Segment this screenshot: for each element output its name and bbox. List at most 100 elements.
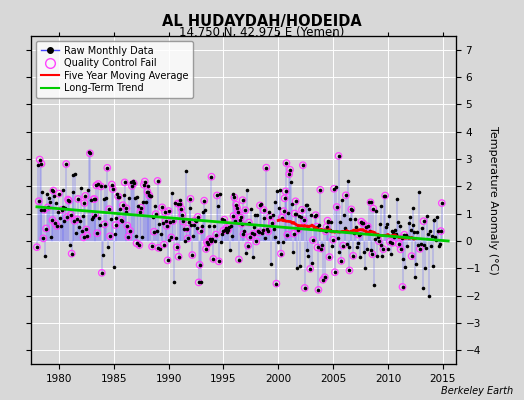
Point bbox=[412, 261, 420, 268]
Point bbox=[389, 229, 398, 236]
Point bbox=[377, 242, 386, 248]
Point bbox=[367, 247, 376, 253]
Point bbox=[328, 242, 336, 249]
Point bbox=[173, 200, 182, 207]
Point bbox=[194, 279, 203, 286]
Point bbox=[419, 218, 428, 224]
Point bbox=[212, 231, 220, 238]
Point bbox=[103, 165, 112, 171]
Point bbox=[280, 195, 289, 202]
Point bbox=[154, 178, 162, 184]
Point bbox=[285, 171, 293, 177]
Point bbox=[252, 238, 260, 245]
Point bbox=[72, 230, 80, 236]
Point bbox=[51, 220, 59, 226]
Point bbox=[257, 200, 265, 207]
Point bbox=[39, 235, 48, 242]
Point bbox=[371, 236, 379, 242]
Point bbox=[145, 192, 154, 199]
Point bbox=[169, 218, 177, 224]
Point bbox=[165, 237, 173, 243]
Point bbox=[123, 222, 132, 229]
Point bbox=[133, 194, 141, 200]
Point bbox=[320, 226, 328, 233]
Point bbox=[321, 274, 329, 280]
Point bbox=[45, 195, 53, 202]
Point bbox=[294, 227, 302, 233]
Point bbox=[173, 200, 182, 207]
Point bbox=[428, 232, 436, 239]
Point bbox=[296, 263, 304, 270]
Point bbox=[323, 218, 332, 224]
Point bbox=[210, 223, 219, 230]
Point bbox=[82, 226, 91, 233]
Point bbox=[191, 217, 199, 224]
Point bbox=[203, 239, 211, 245]
Point bbox=[261, 235, 270, 241]
Point bbox=[49, 187, 58, 194]
Point bbox=[137, 204, 145, 211]
Point bbox=[188, 252, 196, 258]
Point bbox=[247, 230, 256, 237]
Point bbox=[318, 242, 326, 248]
Point bbox=[301, 285, 309, 291]
Point bbox=[298, 207, 306, 213]
Point bbox=[129, 178, 137, 184]
Point bbox=[74, 196, 82, 202]
Point bbox=[127, 179, 135, 185]
Point bbox=[64, 196, 72, 203]
Point bbox=[118, 202, 127, 208]
Point bbox=[213, 192, 221, 199]
Point bbox=[244, 242, 252, 249]
Point bbox=[398, 284, 407, 290]
Point bbox=[336, 218, 345, 225]
Point bbox=[236, 214, 245, 221]
Point bbox=[408, 253, 416, 259]
Point bbox=[306, 266, 314, 272]
Point bbox=[34, 162, 42, 168]
Point bbox=[298, 207, 306, 213]
Point bbox=[184, 218, 193, 225]
Point bbox=[47, 187, 56, 193]
Point bbox=[155, 220, 163, 227]
Point bbox=[112, 215, 121, 221]
Point bbox=[114, 193, 123, 200]
Point bbox=[407, 227, 415, 233]
Point bbox=[183, 225, 191, 232]
Point bbox=[365, 199, 373, 205]
Point bbox=[193, 214, 202, 220]
Point bbox=[369, 205, 377, 212]
Point bbox=[252, 238, 260, 245]
Point bbox=[331, 269, 339, 276]
Point bbox=[382, 224, 390, 231]
Point bbox=[334, 153, 343, 159]
Point bbox=[102, 195, 111, 202]
Point bbox=[161, 218, 170, 224]
Point bbox=[187, 221, 195, 228]
Point bbox=[269, 226, 278, 232]
Point bbox=[160, 241, 168, 248]
Point bbox=[322, 228, 330, 234]
Point bbox=[111, 231, 119, 237]
Point bbox=[111, 222, 119, 228]
Point bbox=[32, 244, 41, 250]
Point bbox=[282, 160, 291, 166]
Point bbox=[300, 217, 308, 224]
Point bbox=[417, 241, 425, 247]
Point bbox=[125, 194, 134, 201]
Point bbox=[222, 225, 231, 231]
Point bbox=[234, 209, 242, 216]
Point bbox=[79, 234, 88, 240]
Point bbox=[270, 234, 279, 240]
Point bbox=[124, 234, 133, 240]
Point bbox=[236, 214, 245, 221]
Point bbox=[42, 225, 50, 232]
Point bbox=[68, 250, 76, 257]
Point bbox=[70, 218, 79, 224]
Point bbox=[299, 162, 307, 168]
Point bbox=[48, 217, 57, 223]
Point bbox=[359, 220, 367, 227]
Point bbox=[263, 226, 271, 232]
Point bbox=[136, 209, 145, 216]
Point bbox=[202, 246, 210, 252]
